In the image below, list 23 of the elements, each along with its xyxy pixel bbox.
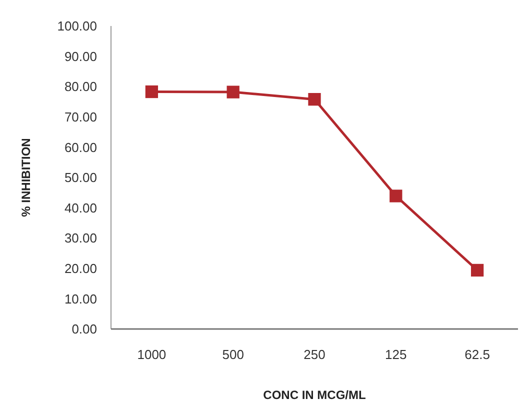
y-tick-label: 100.00 [57, 18, 97, 34]
x-tick-label: 62.5 [464, 347, 490, 362]
y-tick-label: 70.00 [64, 109, 97, 124]
y-axis-title: % INHIBITION [19, 138, 33, 217]
y-tick-label: 90.00 [64, 48, 97, 64]
x-tick-label: 125 [385, 347, 407, 362]
point [390, 190, 402, 202]
y-tick-label: 50.00 [64, 170, 97, 186]
y-tick-label: 60.00 [64, 140, 97, 155]
point [470, 264, 484, 277]
x-tick-label: 250 [304, 347, 326, 362]
y-tick-label: 10.00 [64, 291, 97, 306]
y-tick-label: 40.00 [64, 200, 97, 216]
y-tick-label: 30.00 [64, 230, 97, 246]
x-tick-label: 1000 [137, 347, 166, 362]
y-tick-label: 80.00 [64, 79, 97, 94]
y-tick-label: 20.00 [64, 260, 97, 276]
x-tick-label: 500 [222, 347, 244, 362]
point [145, 85, 158, 98]
x-axis-title: CONC IN MCG/ML [263, 388, 366, 402]
point [308, 93, 321, 106]
point [226, 86, 240, 98]
y-tick-label: 0.00 [72, 322, 97, 337]
